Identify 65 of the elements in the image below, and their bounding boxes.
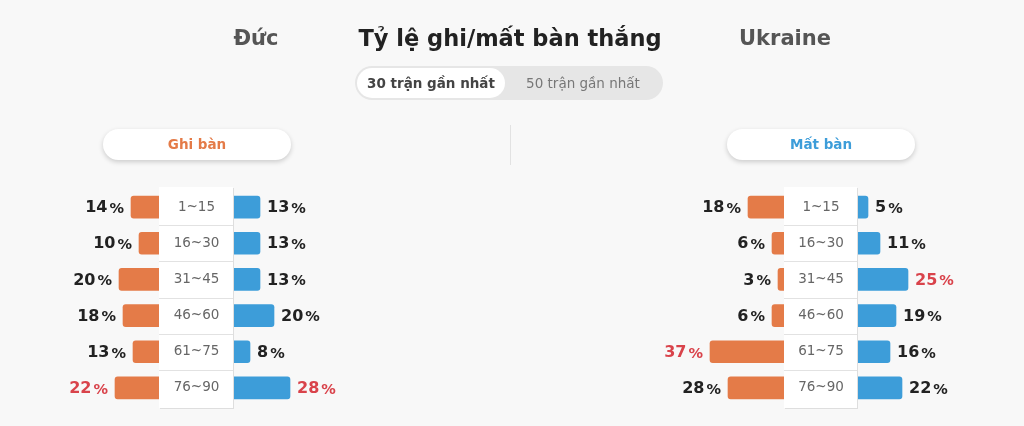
data-label: 14% [85,197,125,217]
data-label: 16% [897,341,937,361]
data-label: 28% [297,378,337,398]
y-tick-label: 31~45 [173,269,220,286]
data-label: 20% [281,305,321,325]
bar [234,268,261,291]
y-tick-label: 46~60 [798,306,844,323]
bar [122,304,160,327]
text: Đức [232,25,280,52]
data-label: 19% [903,305,943,325]
data-label: 13% [87,341,127,361]
data-label: 13% [267,233,307,253]
data-label: 6% [737,305,766,325]
bar [114,376,160,400]
data-label: 18% [702,197,742,217]
data-label: 5% [875,197,904,217]
bar [234,195,261,219]
y-tick-label: 16~30 [798,233,844,250]
text: Tỷ lệ ghi/mất bàn thắng [357,24,663,52]
y-tick-label: 31~45 [798,269,844,286]
text: 50 trận gần nhất [525,74,641,93]
data-label: 13% [267,269,307,289]
bar [130,195,160,219]
y-tick-label: 1~15 [802,197,840,214]
bar [234,231,261,255]
bar [858,340,891,364]
data-label: 28% [682,378,722,398]
data-label: 18% [77,305,117,325]
y-tick-label: 1~15 [177,197,216,214]
text: Ukraine [738,25,832,52]
data-label: 11% [887,233,927,253]
data-label: 13% [267,197,307,217]
y-tick-label: 61~75 [798,342,844,359]
bar [747,195,785,219]
data-label: 22% [909,378,949,398]
data-label: 20% [73,269,113,289]
bar [132,340,160,364]
data-label: 37% [664,341,704,361]
bar [858,268,909,291]
bar [858,195,869,219]
tab-button[interactable] [357,68,505,98]
data-label: 6% [737,233,766,253]
data-label: 22% [69,378,109,398]
data-label: 10% [93,233,133,253]
y-tick-label: 46~60 [173,306,220,323]
bar [858,231,881,255]
y-tick-label: 76~90 [173,378,220,395]
bar [138,231,160,255]
bar [771,231,785,255]
data-label: 3% [743,269,772,289]
bar [858,376,903,400]
bar [234,376,291,400]
data-label: 8% [257,341,286,361]
y-tick-label: 61~75 [173,342,220,359]
bar [858,304,897,327]
bar [234,340,251,364]
bar [727,376,785,400]
y-tick-label: 76~90 [798,378,844,395]
bar [777,268,785,291]
y-tick-label: 16~30 [173,233,220,250]
data-label: 25% [915,269,955,289]
bar [118,268,160,291]
bar [709,340,785,364]
bar [771,304,785,327]
bar [234,304,275,327]
